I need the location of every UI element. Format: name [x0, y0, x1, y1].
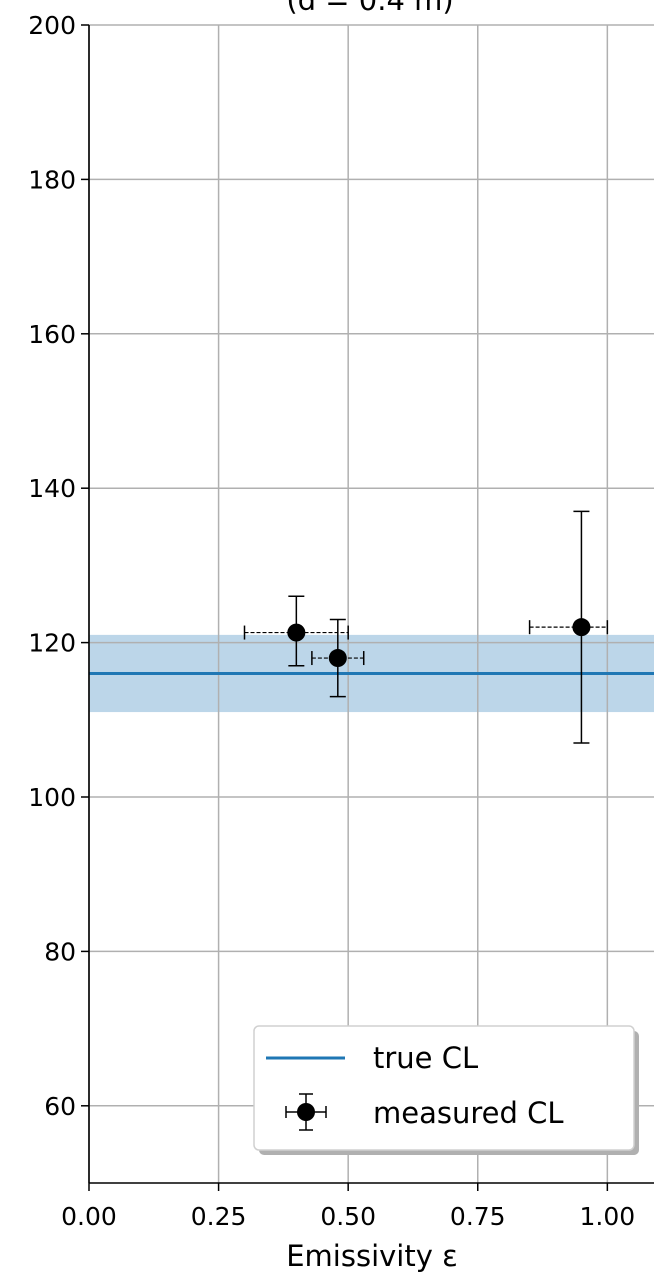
x-tick-label-1.00: 1.00 [580, 1202, 636, 1231]
legend-marker [297, 1103, 315, 1121]
x-tick-label-0.00: 0.00 [61, 1202, 117, 1231]
y-tick-label-100: 100 [28, 783, 76, 812]
x-tick-label-0.75: 0.75 [450, 1202, 506, 1231]
legend-true-cl-label: true CL [373, 1041, 478, 1075]
y-tick-label-140: 140 [28, 474, 76, 503]
grid-lines [88, 24, 654, 1183]
x-tick-label-0.25: 0.25 [191, 1202, 247, 1231]
legend: true CL measured CL [253, 1025, 639, 1155]
y-tick-label-200: 200 [28, 11, 76, 40]
point-marker [287, 623, 306, 642]
chart-title: (d = 0.4 m) [286, 0, 453, 17]
y-tick-label-120: 120 [28, 629, 76, 658]
legend-measured-cl-swatch [285, 1093, 327, 1131]
x-tick-label-0.50: 0.50 [320, 1202, 376, 1231]
y-tick-label-60: 60 [44, 1092, 76, 1121]
measured-point-3 [528, 510, 609, 744]
point-marker [572, 618, 591, 637]
y-axis-ticks: 60 80 100 120 140 160 180 200 [28, 11, 89, 1121]
measured-points [243, 510, 609, 744]
legend-measured-cl-label: measured CL [373, 1096, 564, 1130]
y-tick-label-80: 80 [44, 937, 76, 966]
y-tick-label-180: 180 [28, 165, 76, 194]
measured-point-2 [311, 618, 365, 698]
point-marker [328, 649, 347, 668]
legend-box [253, 1025, 635, 1151]
y-tick-label-160: 160 [28, 320, 76, 349]
x-axis-ticks: 0.00 0.25 0.50 0.75 1.00 [61, 1183, 635, 1231]
x-axis-label: Emissivity ε [286, 1239, 458, 1273]
measured-point-1 [243, 595, 349, 667]
